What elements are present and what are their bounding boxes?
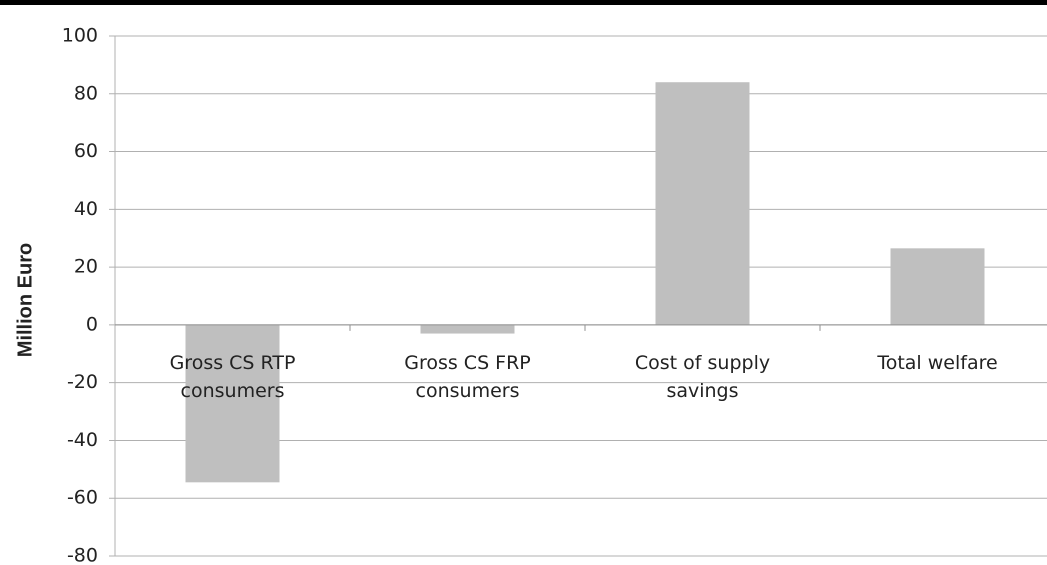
y-tick-label: 40 [74,198,98,220]
y-tick-label: -80 [67,545,98,565]
bar [655,82,750,325]
y-tick-label: -60 [67,487,98,509]
y-tick-label: 60 [74,140,98,162]
y-tick-label: -20 [67,371,98,393]
y-axis-label: Million Euro [14,243,36,357]
x-tick-label: Gross CS FRP consumers [404,351,531,402]
x-tick-label: Total welfare [877,351,998,374]
x-tick-label: Gross CS RTP consumers [169,351,296,402]
top-rule [0,0,1047,5]
bar [420,324,515,334]
y-tick-label: 0 [86,313,98,335]
bar [890,248,985,325]
bar [185,324,280,483]
y-tick-label: -40 [67,429,98,451]
x-tick-label: Cost of supply savings [634,351,771,402]
y-tick-label: 100 [62,25,98,47]
y-tick-label: 20 [74,256,98,278]
y-tick-label: 80 [74,82,98,104]
